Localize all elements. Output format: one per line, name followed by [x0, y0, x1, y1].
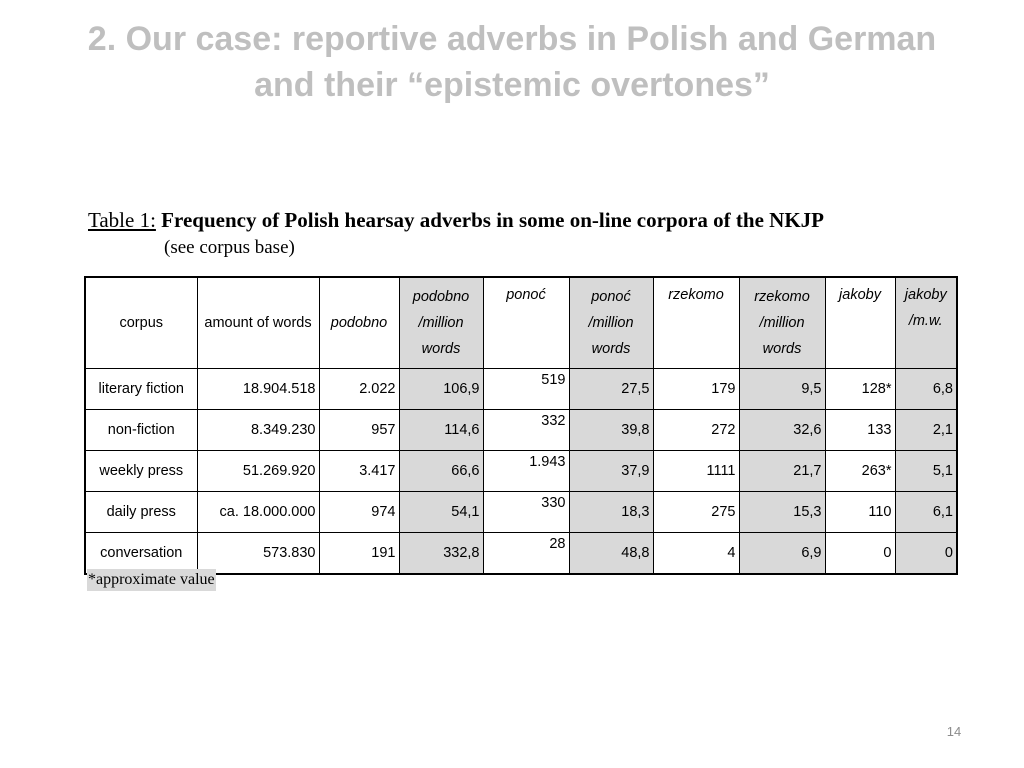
cell-rzekomo-per-million: 21,7 [738, 450, 826, 492]
cell-corpus: conversation [84, 532, 198, 575]
header-ponoc-per-million: ponoć /million words [568, 276, 654, 369]
cell-ponoc: 332 [482, 409, 570, 451]
cell-podobno: 2.022 [318, 368, 400, 410]
header-jakoby-per-million: jakoby /m.w. [894, 276, 958, 369]
table-row: weekly press 51.269.920 3.417 66,6 1.943… [84, 450, 958, 492]
cell-jakoby-per-million: 5,1 [894, 450, 958, 492]
slide-title: 2. Our case: reportive adverbs in Polish… [40, 16, 984, 108]
cell-jakoby: 110 [824, 491, 896, 533]
header-rzekomo: rzekomo [652, 276, 740, 369]
page-number: 14 [946, 724, 962, 739]
header-rzekomo-per-million: rzekomo /million words [738, 276, 826, 369]
cell-jakoby: 263* [824, 450, 896, 492]
cell-corpus: non-fiction [84, 409, 198, 451]
cell-ponoc-per-million: 18,3 [568, 491, 654, 533]
table-caption-label: Table 1: [88, 208, 156, 232]
slide-title-line-1: 2. Our case: reportive adverbs in Polish… [87, 20, 937, 58]
cell-ponoc: 330 [482, 491, 570, 533]
cell-jakoby-per-million: 6,8 [894, 368, 958, 410]
header-corpus: corpus [84, 276, 198, 369]
cell-amount: 51.269.920 [196, 450, 320, 492]
slide-title-line-2: and their “epistemic overtones” [254, 66, 770, 104]
cell-rzekomo: 275 [652, 491, 740, 533]
table-row: literary fiction 18.904.518 2.022 106,9 … [84, 368, 958, 410]
cell-amount: 18.904.518 [196, 368, 320, 410]
cell-podobno: 974 [318, 491, 400, 533]
cell-podobno-per-million: 54,1 [398, 491, 484, 533]
cell-podobno-per-million: 106,9 [398, 368, 484, 410]
cell-amount: ca. 18.000.000 [196, 491, 320, 533]
cell-corpus: weekly press [84, 450, 198, 492]
cell-ponoc: 1.943 [482, 450, 570, 492]
table-header-row: corpus amount of words podobno podobno /… [84, 276, 958, 369]
cell-jakoby-per-million: 2,1 [894, 409, 958, 451]
cell-ponoc: 519 [482, 368, 570, 410]
frequency-table: corpus amount of words podobno podobno /… [84, 276, 958, 575]
table-row: non-fiction 8.349.230 957 114,6 332 39,8… [84, 409, 958, 451]
cell-rzekomo: 1111 [652, 450, 740, 492]
cell-rzekomo: 179 [652, 368, 740, 410]
cell-jakoby-per-million: 6,1 [894, 491, 958, 533]
cell-rzekomo: 4 [652, 532, 740, 575]
cell-amount: 573.830 [196, 532, 320, 575]
cell-ponoc-per-million: 48,8 [568, 532, 654, 575]
cell-jakoby: 133 [824, 409, 896, 451]
cell-podobno-per-million: 66,6 [398, 450, 484, 492]
table-caption-title: Frequency of Polish hearsay adverbs in s… [161, 208, 824, 232]
table-footnote: *approximate value [87, 569, 216, 591]
header-ponoc: ponoć [482, 276, 570, 369]
cell-podobno: 3.417 [318, 450, 400, 492]
cell-amount: 8.349.230 [196, 409, 320, 451]
cell-ponoc: 28 [482, 532, 570, 575]
cell-corpus: literary fiction [84, 368, 198, 410]
cell-rzekomo: 272 [652, 409, 740, 451]
header-podobno: podobno [318, 276, 400, 369]
table-caption: Table 1: Frequency of Polish hearsay adv… [88, 206, 824, 262]
cell-jakoby: 0 [824, 532, 896, 575]
cell-ponoc-per-million: 27,5 [568, 368, 654, 410]
cell-corpus: daily press [84, 491, 198, 533]
cell-jakoby: 128* [824, 368, 896, 410]
table-row: daily press ca. 18.000.000 974 54,1 330 … [84, 491, 958, 533]
cell-podobno: 957 [318, 409, 400, 451]
table-row: conversation 573.830 191 332,8 28 48,8 4… [84, 532, 958, 575]
header-jakoby: jakoby [824, 276, 896, 369]
cell-rzekomo-per-million: 6,9 [738, 532, 826, 575]
cell-rzekomo-per-million: 9,5 [738, 368, 826, 410]
cell-rzekomo-per-million: 32,6 [738, 409, 826, 451]
header-amount-of-words: amount of words [196, 276, 320, 369]
cell-ponoc-per-million: 39,8 [568, 409, 654, 451]
cell-podobno-per-million: 114,6 [398, 409, 484, 451]
table-caption-subtitle: (see corpus base) [164, 237, 295, 258]
cell-podobno: 191 [318, 532, 400, 575]
cell-jakoby-per-million: 0 [894, 532, 958, 575]
header-podobno-per-million: podobno /million words [398, 276, 484, 369]
cell-rzekomo-per-million: 15,3 [738, 491, 826, 533]
cell-podobno-per-million: 332,8 [398, 532, 484, 575]
cell-ponoc-per-million: 37,9 [568, 450, 654, 492]
